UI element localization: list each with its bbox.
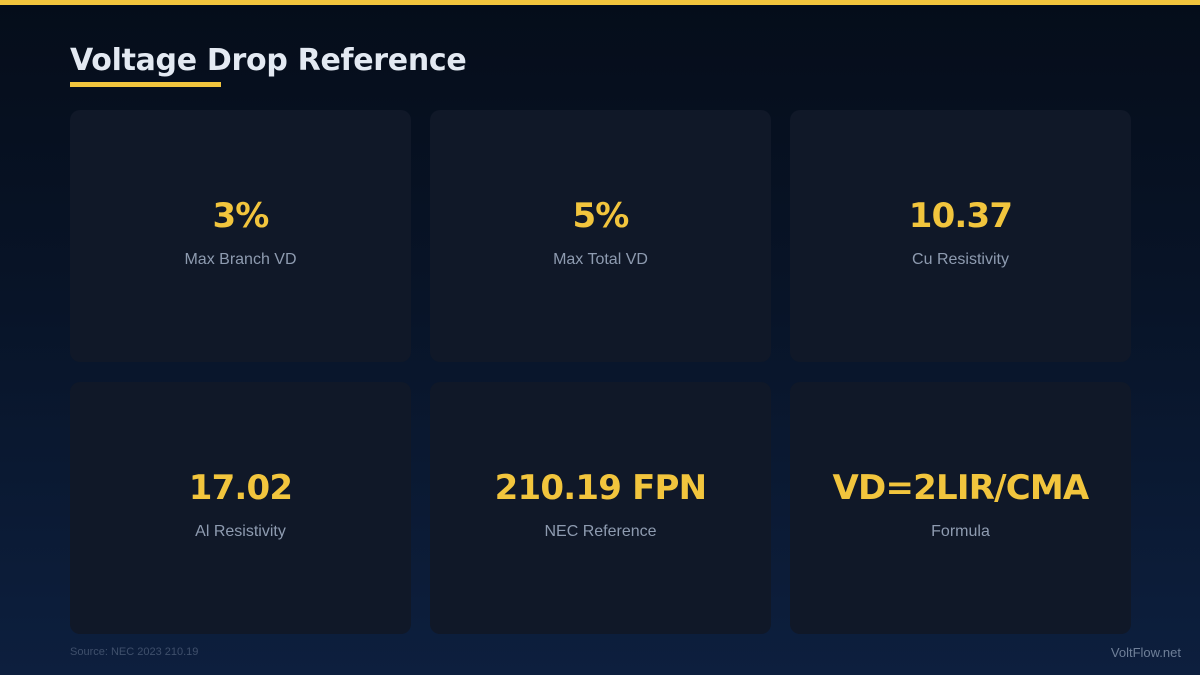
- stat-value: VD=2LIR/CMA: [832, 468, 1090, 508]
- stat-card-grid: 3% Max Branch VD 5% Max Total VD 10.37 C…: [70, 110, 1131, 634]
- page-title: Voltage Drop Reference: [70, 43, 467, 78]
- top-accent-bar: [0, 0, 1200, 5]
- stat-card-cu-resistivity: 10.37 Cu Resistivity: [790, 110, 1131, 362]
- stat-card-max-total-vd: 5% Max Total VD: [430, 110, 771, 362]
- stat-label: Al Resistivity: [195, 523, 286, 540]
- stat-card-al-resistivity: 17.02 Al Resistivity: [70, 382, 411, 634]
- stat-label: Max Total VD: [553, 251, 648, 268]
- stat-label: Cu Resistivity: [912, 251, 1009, 268]
- stat-card-formula: VD=2LIR/CMA Formula: [790, 382, 1131, 634]
- stat-value: 3%: [212, 196, 269, 236]
- stat-card-max-branch-vd: 3% Max Branch VD: [70, 110, 411, 362]
- stat-label: Formula: [931, 523, 990, 540]
- brand-watermark: VoltFlow.net: [1110, 645, 1181, 660]
- stat-value: 17.02: [188, 468, 293, 508]
- stat-value: 10.37: [908, 196, 1013, 236]
- stat-value: 210.19 FPN: [494, 468, 707, 508]
- stat-label: NEC Reference: [544, 523, 657, 540]
- source-note: Source: NEC 2023 210.19: [70, 646, 199, 658]
- stat-value: 5%: [572, 196, 629, 236]
- stat-label: Max Branch VD: [184, 251, 297, 268]
- stat-card-nec-reference: 210.19 FPN NEC Reference: [430, 382, 771, 634]
- title-underline: [70, 82, 221, 87]
